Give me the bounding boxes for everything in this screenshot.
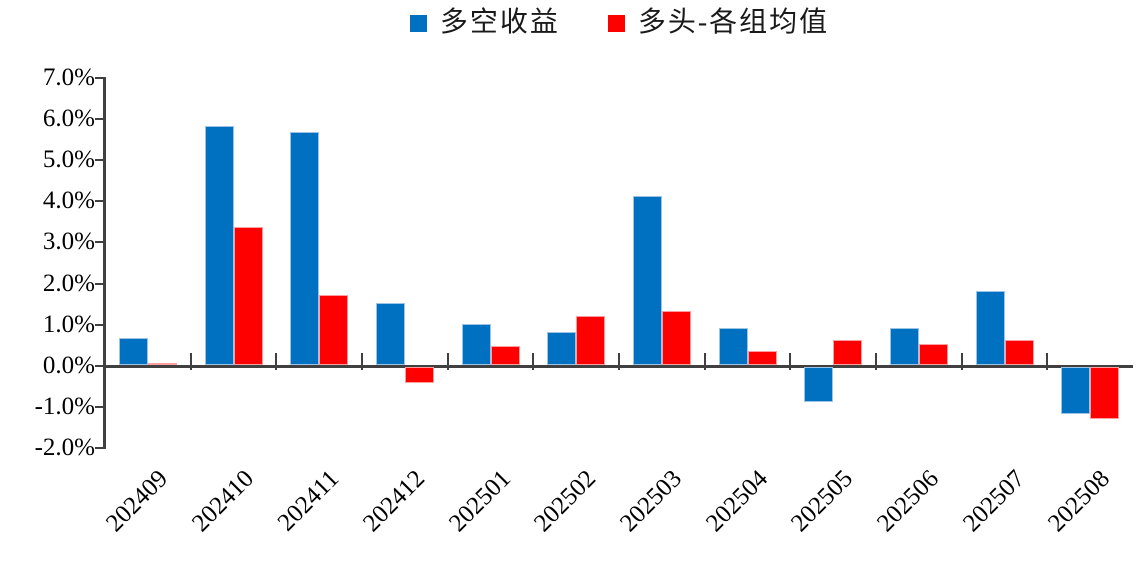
y-tick bbox=[95, 117, 105, 120]
bar-long-minus-mean-202502 bbox=[576, 315, 606, 365]
x-axis-label: 202503 bbox=[614, 465, 687, 538]
bar-long-minus-mean-202410 bbox=[233, 226, 263, 365]
x-axis-label: 202507 bbox=[957, 465, 1030, 538]
x-tick bbox=[960, 353, 963, 370]
bar-long-short-202506 bbox=[889, 327, 919, 365]
x-axis-label: 202502 bbox=[529, 465, 602, 538]
bar-long-short-202501 bbox=[461, 323, 491, 365]
y-tick bbox=[95, 241, 105, 244]
bar-long-minus-mean-202505 bbox=[833, 340, 863, 365]
x-axis-label: 202409 bbox=[100, 465, 173, 538]
x-axis-label: 202508 bbox=[1043, 465, 1116, 538]
y-tick bbox=[95, 323, 105, 326]
bar-long-short-202505 bbox=[804, 367, 834, 403]
y-tick-label: 7.0% bbox=[42, 63, 95, 91]
x-axis-label: 202501 bbox=[443, 465, 516, 538]
y-tick-label: 5.0% bbox=[42, 146, 95, 173]
bar-long-short-202507 bbox=[975, 290, 1005, 365]
x-axis-label: 202412 bbox=[357, 465, 430, 538]
legend-swatch-red-icon bbox=[607, 14, 625, 32]
bar-long-minus-mean-202411 bbox=[319, 294, 349, 365]
y-tick-label: 4.0% bbox=[42, 187, 95, 215]
bar-long-minus-mean-202504 bbox=[747, 350, 777, 365]
bar-long-minus-mean-202501 bbox=[490, 346, 520, 365]
legend-swatch-blue-icon bbox=[409, 14, 427, 32]
bar-long-short-202508 bbox=[1061, 367, 1091, 415]
bar-long-minus-mean-202507 bbox=[1004, 340, 1034, 365]
bar-long-minus-mean-202506 bbox=[918, 344, 948, 365]
legend-label-long-short-return: 多空收益 bbox=[439, 7, 560, 38]
y-tick bbox=[95, 159, 105, 161]
y-tick-label: 1.0% bbox=[42, 310, 95, 338]
y-tick-label: 0.0% bbox=[42, 352, 95, 379]
x-tick bbox=[618, 353, 620, 370]
bar-long-short-202411 bbox=[290, 132, 320, 365]
y-tick bbox=[95, 406, 105, 409]
legend-label-long-minus-group-mean: 多头-各组均值 bbox=[637, 7, 830, 38]
x-axis-label: 202505 bbox=[786, 465, 859, 538]
x-tick bbox=[532, 353, 535, 370]
x-tick bbox=[1046, 353, 1049, 370]
legend-item-long-short-return: 多空收益 bbox=[409, 6, 560, 40]
x-axis-label: 202506 bbox=[871, 465, 944, 538]
x-axis-label: 202410 bbox=[186, 465, 259, 538]
bar-long-minus-mean-202503 bbox=[661, 311, 691, 365]
bar-long-short-202502 bbox=[547, 332, 577, 365]
y-tick-label: 3.0% bbox=[42, 228, 95, 256]
y-tick-label: -1.0% bbox=[34, 393, 95, 421]
bar-long-short-202503 bbox=[632, 196, 662, 365]
y-axis-line bbox=[103, 76, 106, 450]
x-tick bbox=[275, 353, 278, 370]
legend-item-long-minus-group-mean: 多头-各组均值 bbox=[607, 6, 830, 40]
bar-long-minus-mean-202508 bbox=[1090, 367, 1120, 419]
y-tick bbox=[95, 282, 105, 285]
y-tick bbox=[95, 76, 105, 79]
x-tick bbox=[189, 353, 192, 370]
x-tick bbox=[361, 353, 363, 370]
y-tick-label: 2.0% bbox=[42, 269, 95, 297]
x-tick bbox=[789, 353, 792, 370]
bar-long-short-202410 bbox=[204, 126, 234, 365]
x-tick bbox=[703, 353, 706, 370]
y-tick bbox=[95, 447, 105, 450]
bar-long-short-202412 bbox=[375, 303, 405, 365]
y-tick-label: -2.0% bbox=[34, 434, 95, 462]
y-tick bbox=[95, 365, 105, 367]
x-axis-label: 202504 bbox=[700, 465, 773, 538]
legend: 多空收益 多头-各组均值 bbox=[0, 6, 1143, 40]
x-tick bbox=[875, 353, 877, 370]
bar-long-short-202409 bbox=[118, 338, 148, 365]
x-tick bbox=[446, 353, 449, 370]
bar-long-minus-mean-202412 bbox=[404, 367, 434, 384]
y-tick bbox=[95, 200, 105, 203]
y-tick-label: 6.0% bbox=[42, 104, 95, 132]
x-axis-label: 202411 bbox=[272, 465, 345, 537]
bar-long-short-202504 bbox=[718, 327, 748, 365]
bar-long-minus-mean-202409 bbox=[147, 362, 177, 365]
